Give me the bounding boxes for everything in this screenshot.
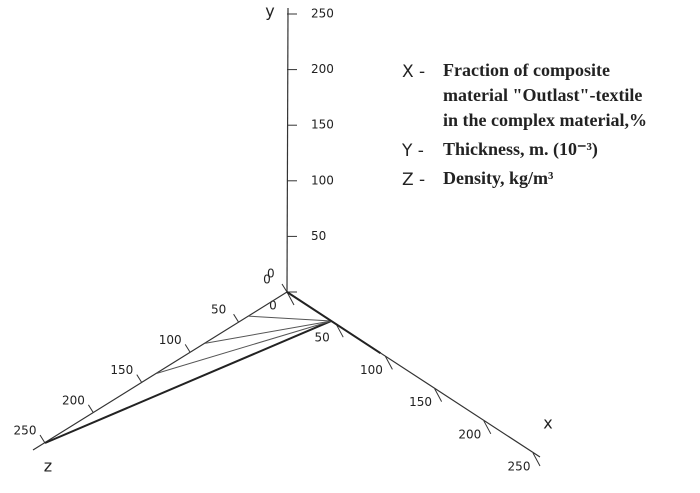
- z-tick: [39, 434, 46, 444]
- y-axis: [286, 7, 289, 293]
- y-tick-label: 150: [311, 118, 334, 132]
- z-tick: [233, 313, 240, 323]
- x-tick: [384, 356, 393, 370]
- y-axis-name: y: [265, 2, 274, 21]
- z-tick-label: 200: [62, 393, 85, 407]
- z-tick: [281, 283, 288, 293]
- x-tick-label: 50: [315, 331, 330, 345]
- z-axis-name: z: [44, 457, 52, 476]
- z-tick-label: 0: [263, 273, 271, 287]
- z-tick: [87, 404, 94, 414]
- legend-text: Fraction of composite: [443, 60, 610, 80]
- legend-text: in the complex material,%: [443, 110, 647, 130]
- legend-text: Density, kg/m³: [443, 168, 554, 188]
- legend-key: Z -: [402, 170, 425, 190]
- data-line: [286, 291, 382, 355]
- legend-key: X -: [402, 62, 425, 82]
- x-tick: [335, 323, 344, 338]
- y-tick-label: 250: [311, 7, 334, 21]
- data-line: [156, 320, 332, 375]
- legend-key: Y -: [401, 141, 424, 161]
- legend-text: Thickness, m. (10⁻³): [443, 139, 598, 160]
- x-tick-label: 150: [409, 395, 432, 409]
- x-tick-label: 250: [508, 460, 531, 474]
- z-tick-label: 100: [159, 333, 182, 347]
- x-axis-name: x: [543, 414, 552, 433]
- x-tick: [483, 420, 492, 435]
- y-tick-label: 0: [267, 267, 275, 281]
- z-tick-label: 250: [14, 424, 37, 438]
- x-tick-label: 0: [269, 299, 277, 313]
- z-tick-label: 150: [110, 363, 133, 377]
- legend-text: material "Outlast"-textile: [443, 85, 642, 105]
- data-line: [248, 315, 332, 322]
- x-tick-label: 200: [458, 427, 481, 441]
- z-tick-label: 50: [211, 303, 226, 317]
- x-tick-label: 100: [360, 363, 383, 377]
- data-line: [44, 320, 332, 444]
- x-tick: [532, 452, 541, 467]
- data-line: [204, 320, 332, 344]
- z-tick: [136, 374, 143, 383]
- x-tick: [286, 291, 295, 306]
- x-tick: [434, 388, 443, 402]
- y-tick-label: 200: [311, 62, 334, 76]
- z-tick: [184, 344, 191, 353]
- z-axis: [32, 291, 288, 451]
- y-tick-label: 100: [311, 173, 334, 187]
- y-tick-label: 50: [311, 229, 326, 243]
